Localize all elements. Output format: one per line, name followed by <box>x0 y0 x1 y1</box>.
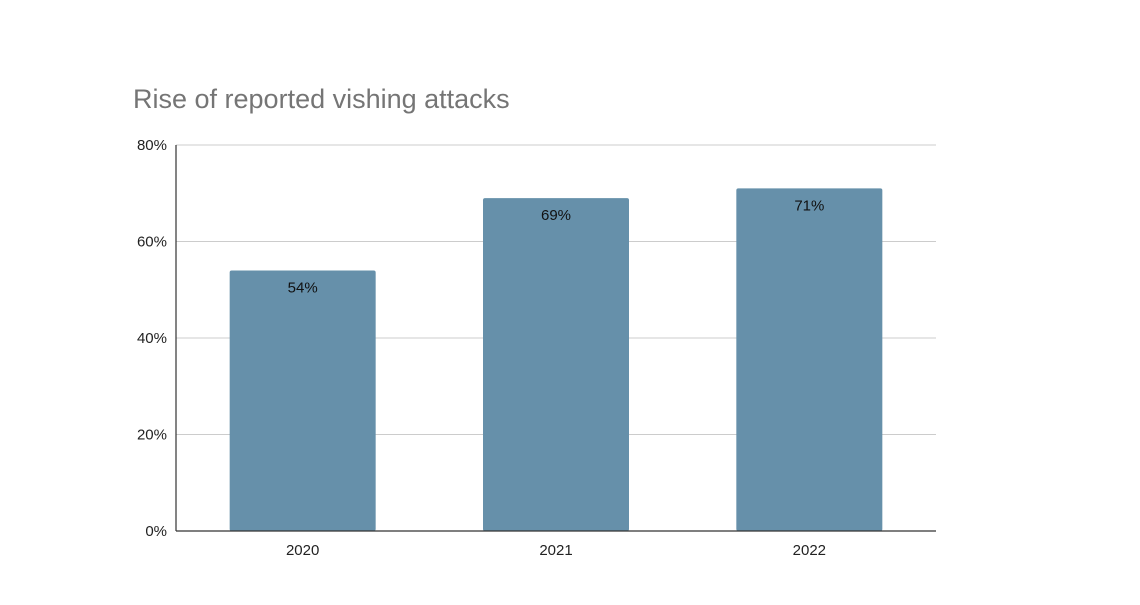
x-tick-label: 2021 <box>539 542 572 559</box>
data-label: 71% <box>794 197 824 214</box>
y-tick-label: 40% <box>137 330 167 347</box>
data-label: 69% <box>541 207 571 224</box>
x-tick-label: 2020 <box>286 542 319 559</box>
x-tick-label: 2022 <box>793 542 826 559</box>
labels: 0% 20% 40% 60% 80% 54% 2020 69% 2021 71% 2022 <box>137 137 826 559</box>
chart-title: Rise of reported vishing attacks <box>133 84 510 114</box>
y-tick-label: 80% <box>137 137 167 154</box>
y-tick-label: 60% <box>137 234 167 251</box>
axes <box>175 145 936 532</box>
y-tick-label: 20% <box>137 427 167 444</box>
bar <box>736 188 883 532</box>
bar <box>229 270 376 531</box>
data-label: 54% <box>288 279 318 296</box>
bar <box>483 198 629 531</box>
bars <box>229 188 883 532</box>
y-tick-label: 0% <box>145 523 167 540</box>
